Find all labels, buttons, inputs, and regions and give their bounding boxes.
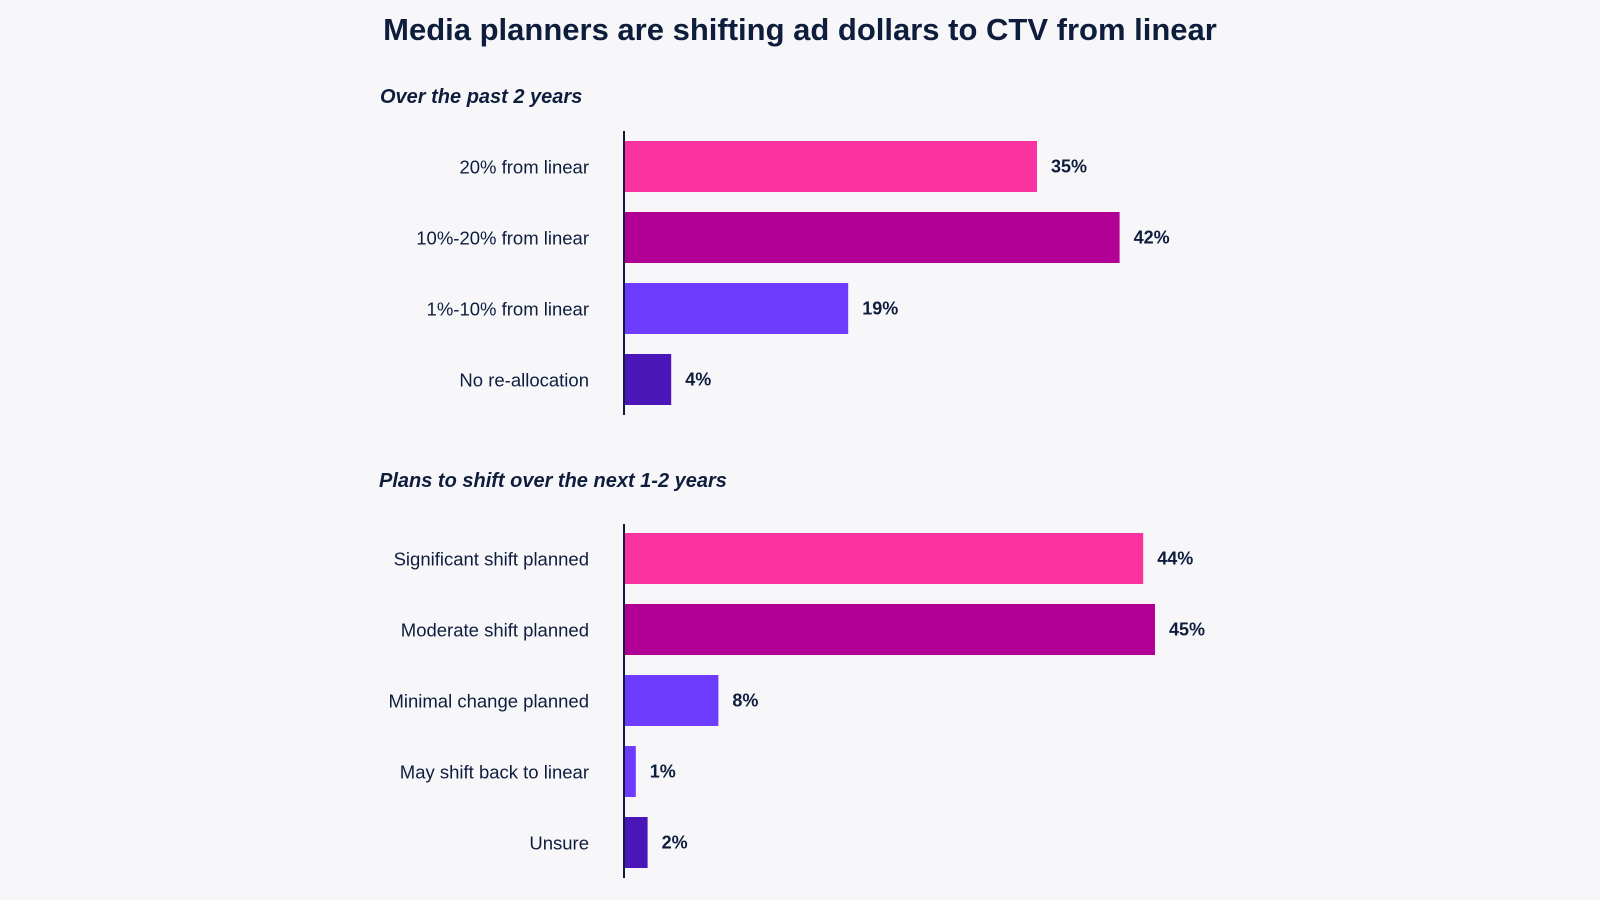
- value-label: 42%: [1134, 228, 1170, 248]
- bar-2-3: [624, 675, 719, 726]
- value-label: 45%: [1169, 620, 1205, 640]
- category-label: Significant shift planned: [394, 549, 589, 570]
- bar-1-1: [624, 141, 1037, 192]
- bar-1-2: [624, 212, 1120, 263]
- bar-2-5: [624, 817, 648, 868]
- category-label: Moderate shift planned: [401, 620, 589, 641]
- bar-2-2: [624, 604, 1155, 655]
- category-label: Minimal change planned: [388, 691, 589, 712]
- category-label: 10%-20% from linear: [416, 228, 589, 249]
- value-label: 19%: [862, 299, 898, 319]
- category-label: Unsure: [529, 833, 589, 854]
- panel-2-subtitle: Plans to shift over the next 1-2 years: [379, 470, 727, 492]
- chart-title: Media planners are shifting ad dollars t…: [383, 12, 1217, 47]
- value-label: 8%: [732, 691, 758, 711]
- value-label: 1%: [650, 762, 676, 782]
- category-label: 1%-10% from linear: [427, 299, 589, 320]
- bar-2-1: [624, 533, 1144, 584]
- bar-2-4: [624, 746, 636, 797]
- category-label: May shift back to linear: [400, 762, 589, 783]
- bar-panel-2: Significant shift planned 44% Moderate shi…: [388, 524, 1205, 878]
- category-label: No re-allocation: [459, 370, 589, 391]
- value-label: 2%: [662, 833, 688, 853]
- panel-1-subtitle: Over the past 2 years: [380, 86, 583, 108]
- value-label: 44%: [1157, 549, 1193, 569]
- value-label: 4%: [685, 370, 711, 390]
- bar-1-4: [624, 354, 672, 405]
- value-label: 35%: [1051, 157, 1087, 177]
- category-label: 20% from linear: [459, 157, 589, 178]
- bar-1-3: [624, 283, 849, 334]
- bar-panel-1: 20% from linear 35% 10%-20% from linear 42%…: [416, 131, 1170, 415]
